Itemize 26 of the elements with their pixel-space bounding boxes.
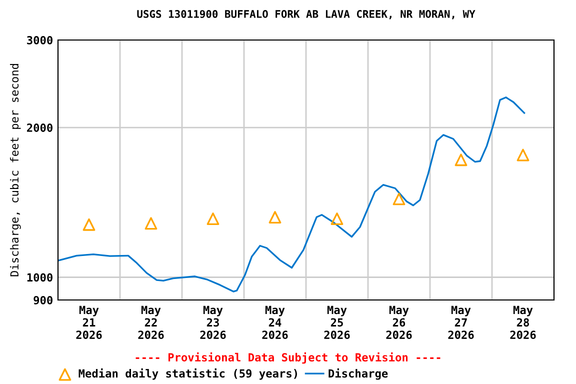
point xyxy=(454,154,468,166)
y-axis-title: Discharge, cubic feet per second xyxy=(10,64,21,276)
y-tick-label: 3000 xyxy=(27,36,52,44)
x-tick-label: May 23 2026 xyxy=(200,306,226,340)
x-tick-label: May 21 2026 xyxy=(76,306,102,340)
point xyxy=(268,211,282,224)
x-tick-label: May 26 2026 xyxy=(386,306,412,340)
point xyxy=(144,217,158,230)
point xyxy=(516,148,530,162)
point xyxy=(82,218,96,231)
point xyxy=(206,212,220,225)
x-tick-label: May 24 2026 xyxy=(262,306,288,340)
x-tick-label: May 28 2026 xyxy=(510,306,536,340)
y-tick-label: 2000 xyxy=(27,124,52,132)
x-tick-label: May 22 2026 xyxy=(138,306,164,340)
x-tick-label: May 27 2026 xyxy=(448,306,474,340)
legend-label: Discharge xyxy=(328,368,388,380)
point xyxy=(330,212,344,225)
chart-title: USGS 13011900 BUFFALO FORK AB LAVA CREEK, NR MORAN, WY xyxy=(137,10,476,20)
x-tick-label: May 25 2026 xyxy=(324,306,350,340)
y-tick-label: 900 xyxy=(34,296,52,304)
line-series xyxy=(58,96,526,292)
legend-label: Median daily statistic (59 years) xyxy=(78,368,297,380)
text: ---- Provisional Data Subject to Revision ---- xyxy=(136,352,440,364)
y-tick-label: 1000 xyxy=(27,273,52,282)
point xyxy=(392,192,406,206)
